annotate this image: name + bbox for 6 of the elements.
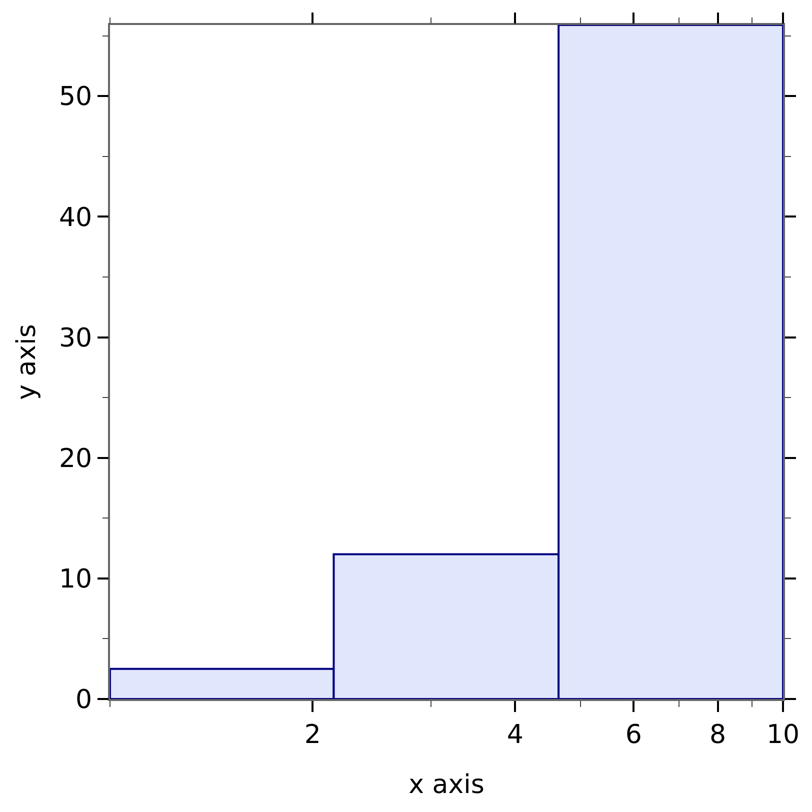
y-tick-label: 40 [58,202,92,233]
x-tick-label: 10 [766,720,800,750]
x-tick-label: 8 [710,720,726,750]
y-tick-label: 50 [58,82,92,112]
x-tick-label: 6 [625,720,642,750]
x-tick-label: 4 [506,720,524,750]
